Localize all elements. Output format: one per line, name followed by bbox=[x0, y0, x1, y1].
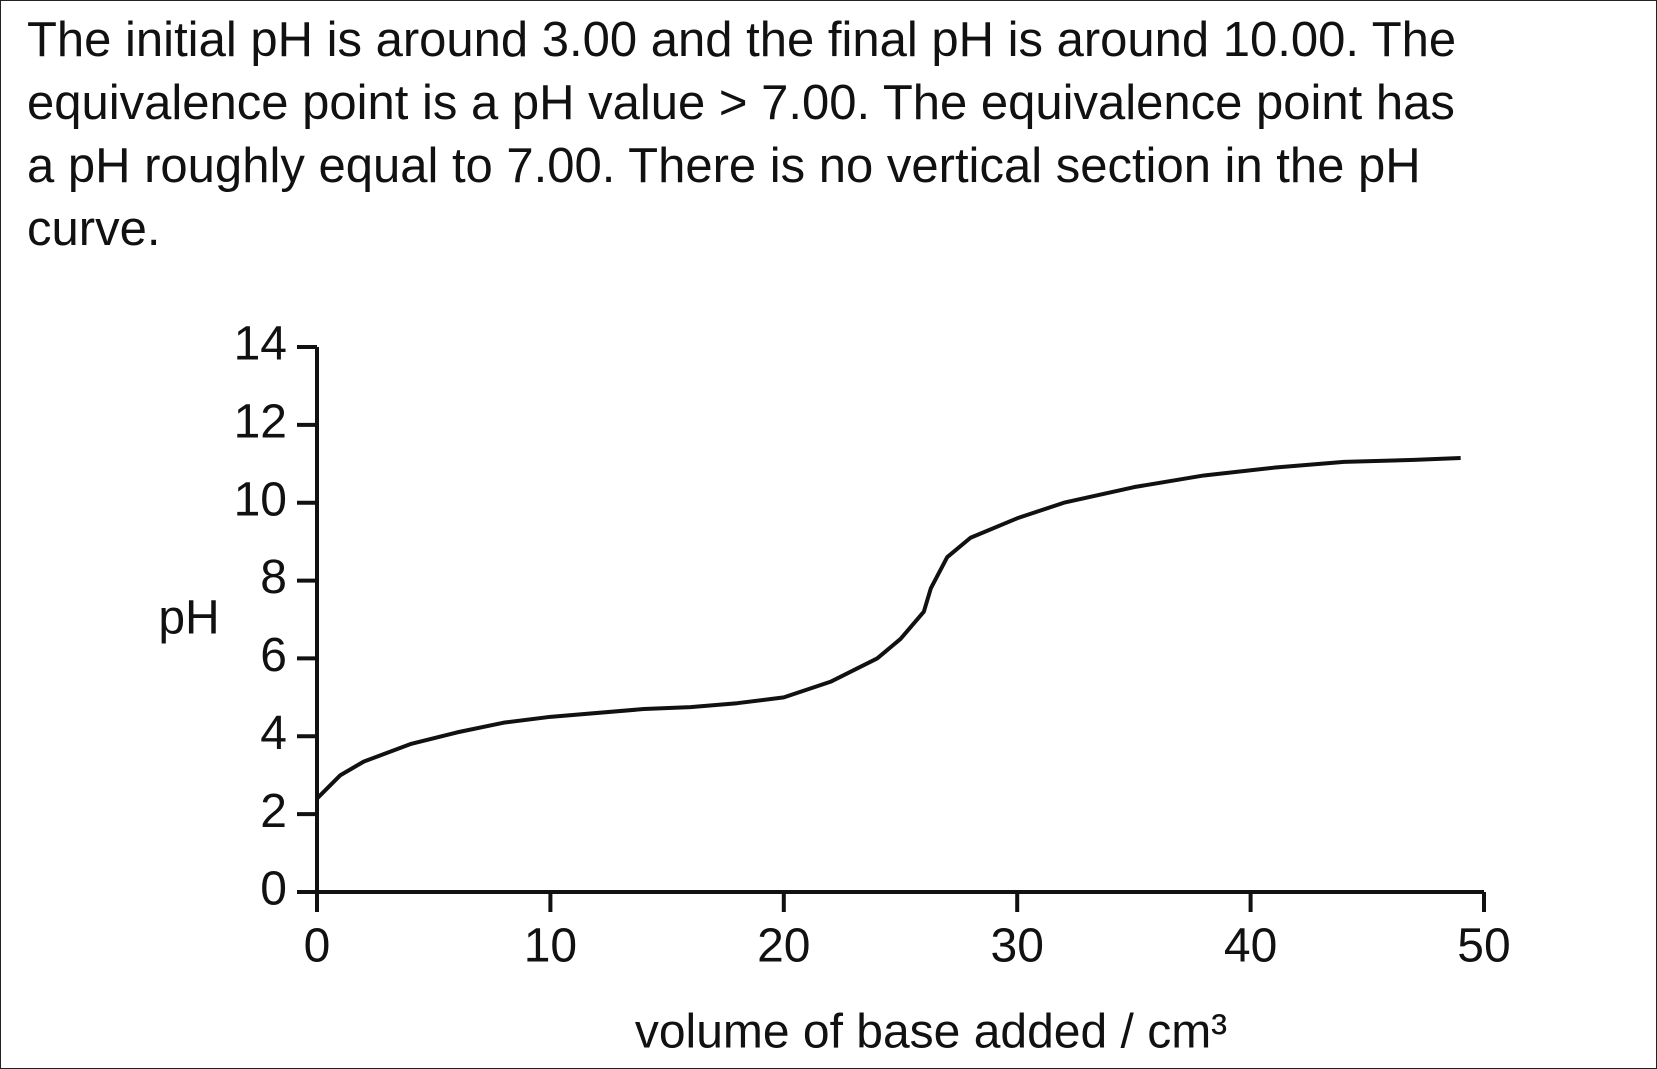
y-tick-label: 0 bbox=[260, 863, 287, 916]
text-line: The initial pH is around 3.00 and the fi… bbox=[27, 13, 1457, 67]
y-tick-label: 4 bbox=[260, 707, 287, 760]
x-tick-label: 20 bbox=[757, 920, 810, 973]
x-tick-label: 0 bbox=[304, 920, 331, 973]
x-tick-label: 50 bbox=[1457, 920, 1510, 973]
y-axis-label: pH bbox=[158, 592, 219, 645]
y-tick-label: 12 bbox=[234, 396, 287, 449]
text-line: curve. bbox=[27, 202, 161, 256]
text-line: a pH roughly equal to 7.00. There is no … bbox=[27, 139, 1421, 193]
y-tick-label: 6 bbox=[260, 629, 287, 682]
y-tick-label: 10 bbox=[234, 473, 287, 526]
x-tick-label: 10 bbox=[524, 920, 577, 973]
y-tick-label: 14 bbox=[234, 318, 287, 371]
x-tick-label: 30 bbox=[991, 920, 1044, 973]
x-tick-label: 40 bbox=[1224, 920, 1277, 973]
y-tick-label: 2 bbox=[260, 785, 287, 838]
question-text: The initial pH is around 3.00 and the fi… bbox=[27, 9, 1456, 261]
ph-curve bbox=[315, 455, 1461, 800]
y-tick-label: 8 bbox=[260, 551, 287, 604]
text-line: equivalence point is a pH value > 7.00. … bbox=[27, 76, 1455, 130]
x-axis-label: volume of base added / cm³ bbox=[635, 1006, 1227, 1059]
